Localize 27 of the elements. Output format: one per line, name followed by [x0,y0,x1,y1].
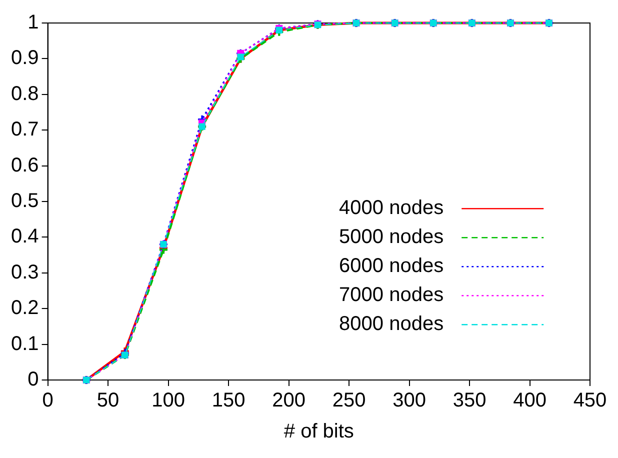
y-tick-label: 0 [28,368,39,391]
y-tick-label: 0.4 [10,226,39,248]
x-tick-label: 450 [573,390,607,412]
legend-label: 6000 nodes [339,255,444,278]
y-tick-label: 0.1 [10,332,39,355]
legend-label: 5000 nodes [339,226,444,248]
y-tick-label: 0.5 [10,190,39,212]
x-tick-label: 150 [212,390,246,412]
y-tick-label: 0.8 [10,82,39,105]
legend-label: 8000 nodes [339,313,444,336]
y-tick-label: 0.3 [10,261,39,284]
x-tick-label: 0 [42,390,54,412]
x-axis-title: # of bits [284,420,354,443]
legend-label: 4000 nodes [339,197,444,220]
x-tick-label: 250 [332,390,366,412]
x-tick-label: 100 [152,390,185,412]
y-tick-label: 0.7 [10,118,39,141]
x-tick-label: 400 [513,390,546,412]
x-tick-label: 300 [392,390,426,412]
x-tick-label: 200 [272,390,306,412]
y-tick-label: 1 [28,12,39,34]
legend-label: 7000 nodes [339,284,444,306]
y-tick-label: 0.9 [10,47,39,70]
y-tick-label: 0.2 [10,297,39,320]
y-tick-label: 0.6 [10,154,39,176]
x-tick-label: 50 [96,390,120,412]
x-tick-label: 350 [452,390,486,412]
